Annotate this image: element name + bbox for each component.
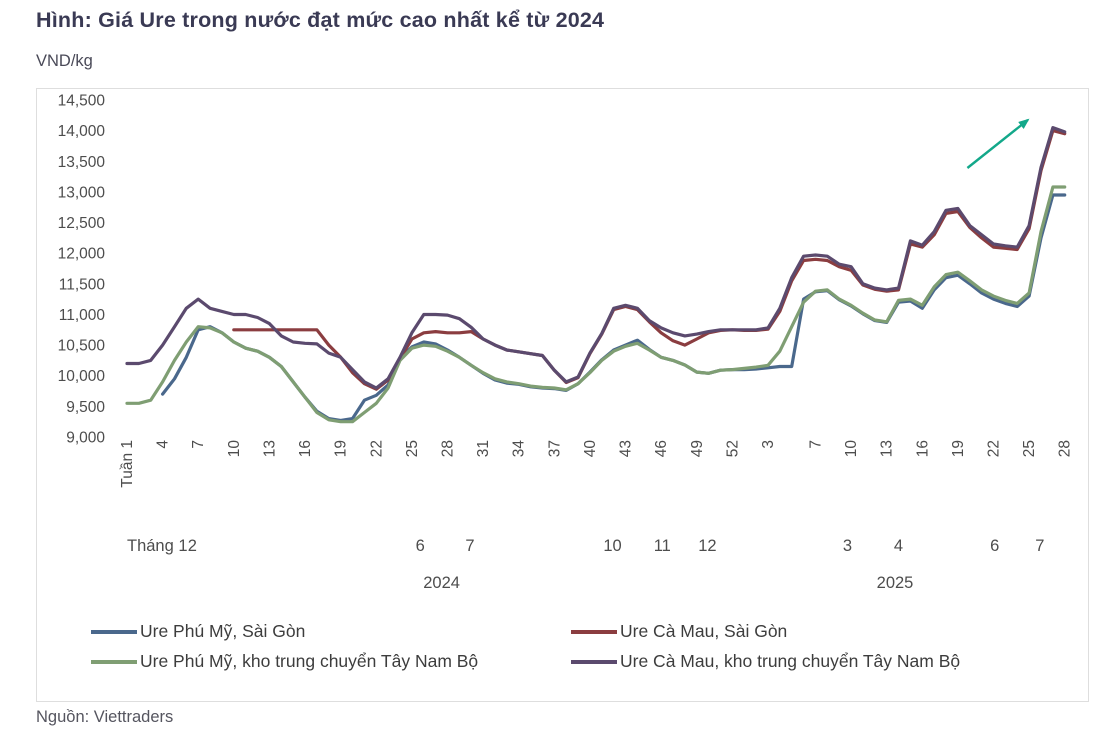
y-axis-tick-label: 10,500: [58, 338, 106, 355]
y-axis-tick-label: 14,000: [58, 123, 106, 140]
series-line: [125, 185, 1067, 424]
legend-label: Ure Phú Mỹ, kho trung chuyển Tây Nam Bộ: [140, 651, 479, 671]
legend-line-swatch: [571, 629, 617, 634]
x-axis-month-label: Tháng 1: [127, 537, 188, 555]
y-axis-tick-label: 12,500: [58, 215, 106, 232]
x-axis-week-label: 16: [297, 440, 314, 457]
y-axis-tick-label: 9,000: [66, 430, 105, 447]
x-axis-month-label: 4: [894, 537, 903, 555]
annotation-arrow-icon: [966, 118, 1030, 169]
x-axis-week-label: 46: [653, 440, 670, 457]
x-axis-week-label: 37: [546, 440, 563, 457]
x-axis-week-label: 13: [261, 440, 278, 457]
series-line: [125, 126, 1067, 390]
x-axis-week-label: 40: [582, 440, 599, 458]
x-axis-week-label: 28: [1057, 440, 1074, 457]
y-axis-tick-label: 13,000: [58, 184, 106, 201]
x-axis-year-label: 2024: [423, 574, 460, 592]
axis-unit-label: VND/kg: [36, 52, 93, 70]
legend-item-ca-mau-tay-nam-bo: Ure Cà Mau, kho trung chuyển Tây Nam Bộ: [571, 651, 1076, 672]
figure-title: Hình: Giá Ure trong nước đạt mức cao nhấ…: [36, 8, 605, 32]
legend-item-phu-my-tay-nam-bo: Ure Phú Mỹ, kho trung chuyển Tây Nam Bộ: [91, 651, 571, 672]
x-axis-week-label: 31: [475, 440, 492, 457]
x-axis-month-label: 12: [698, 537, 716, 555]
x-axis-week-label: 19: [950, 440, 967, 457]
legend-label: Ure Cà Mau, kho trung chuyển Tây Nam Bộ: [620, 651, 961, 671]
x-axis-month-label: 11: [654, 537, 671, 555]
legend-line-swatch: [91, 629, 137, 634]
legend-line-swatch: [91, 659, 137, 664]
x-axis-month-label: 2: [188, 537, 197, 555]
x-axis-week-label: 22: [986, 440, 1003, 457]
x-axis-month-label: 6: [416, 537, 425, 555]
x-axis-week-label: Tuần 1: [119, 440, 136, 488]
chart-figure: 14,500 14,000 13,500 13,000 12,500 12,000 11,5…: [36, 88, 1089, 702]
x-axis-week-label: 4: [155, 440, 172, 449]
legend-label: Ure Phú Mỹ, Sài Gòn: [140, 621, 306, 641]
legend-item-ca-mau-sai-gon: Ure Cà Mau, Sài Gòn: [571, 621, 1076, 642]
y-axis-tick-label: 14,500: [58, 93, 106, 110]
x-axis-week-label: 3: [760, 440, 777, 449]
x-axis-week-label: 25: [404, 440, 421, 457]
x-axis-week-label: 43: [618, 440, 635, 457]
x-axis-week-label: 16: [914, 440, 931, 457]
x-axis-week-label: 7: [808, 440, 825, 449]
y-axis-tick-label: 12,000: [58, 246, 106, 263]
x-axis-month-label: 7: [1035, 537, 1044, 555]
x-axis-month-label: 3: [843, 537, 852, 555]
x-axis-week-label: 22: [368, 440, 385, 457]
chart-legend: Ure Phú Mỹ, Sài Gòn Ure Cà Mau, Sài Gòn …: [91, 621, 1076, 672]
x-axis-week-label: 10: [226, 440, 243, 458]
x-axis-year-label: 2025: [877, 574, 914, 592]
x-axis-week-label: 25: [1021, 440, 1038, 457]
x-axis-month-label: 6: [990, 537, 999, 555]
y-axis-tick-label: 9,500: [66, 399, 105, 416]
legend-label: Ure Cà Mau, Sài Gòn: [620, 621, 788, 641]
x-axis-month-label: 10: [603, 537, 621, 555]
legend-line-swatch: [571, 659, 617, 664]
x-axis-week-label: 13: [879, 440, 896, 457]
x-axis-week-label: 28: [440, 440, 457, 457]
y-axis-tick-label: 10,000: [58, 368, 106, 385]
source-note: Nguồn: Viettraders: [36, 708, 174, 726]
x-axis-week-label: 34: [511, 440, 528, 458]
y-axis-tick-label: 13,500: [58, 154, 106, 171]
price-line-chart: 14,500 14,000 13,500 13,000 12,500 12,000 11,5…: [58, 93, 1074, 593]
x-axis-week-label: 19: [333, 440, 350, 457]
x-axis-week-label: 52: [724, 440, 741, 457]
x-axis-week-label: 7: [190, 440, 207, 449]
legend-item-phu-my-sai-gon: Ure Phú Mỹ, Sài Gòn: [91, 621, 571, 642]
y-axis-tick-label: 11,500: [59, 276, 106, 293]
y-axis-tick-label: 11,000: [59, 307, 106, 324]
x-axis-month-label: 7: [465, 537, 474, 555]
x-axis-week-label: 49: [689, 440, 706, 457]
x-axis-week-label: 10: [843, 440, 860, 458]
